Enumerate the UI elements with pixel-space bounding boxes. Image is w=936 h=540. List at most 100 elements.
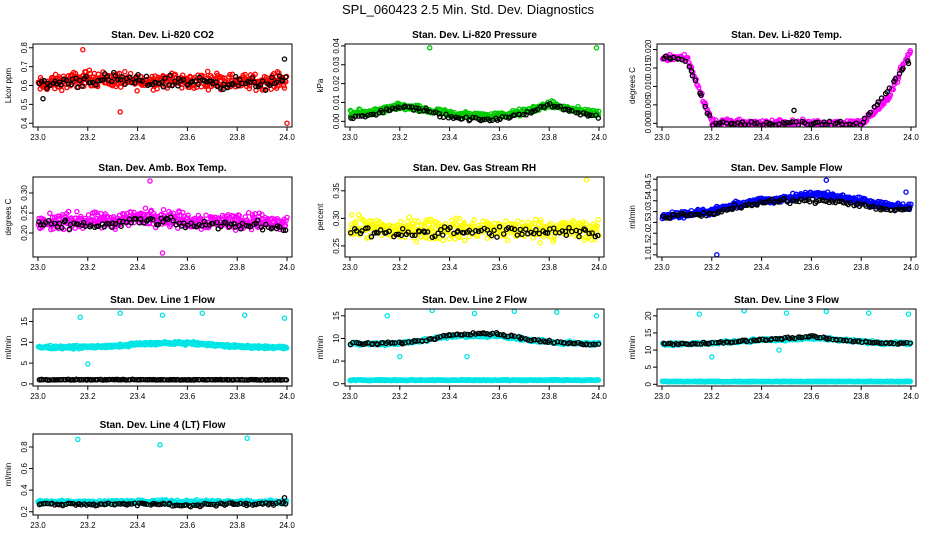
y-tick-label: 3.0: [644, 205, 653, 217]
data-point: [595, 377, 602, 383]
data-points: [35, 46, 290, 126]
data-point: [583, 341, 590, 347]
data-point: [431, 228, 437, 234]
data-point: [259, 227, 266, 233]
data-point: [459, 332, 465, 338]
data-point: [59, 225, 65, 231]
data-point: [368, 234, 375, 240]
data-point: [95, 77, 101, 84]
data-point: [137, 216, 144, 222]
x-tick-label: 23.6: [492, 392, 508, 401]
data-point: [745, 122, 751, 127]
x-tick-label: 24.0: [591, 133, 607, 142]
data-point: [544, 230, 551, 236]
plot-frame: [656, 176, 917, 258]
data-point: [283, 345, 290, 351]
data-point-outlier: [593, 45, 600, 51]
data-point: [262, 87, 269, 93]
data-point: [537, 338, 544, 345]
x-tick-label: 24.0: [279, 133, 295, 142]
data-point: [595, 115, 602, 121]
data-point: [781, 195, 788, 202]
data-point: [142, 205, 149, 211]
data-point: [62, 377, 69, 383]
data-point: [559, 228, 566, 234]
data-point: [45, 217, 52, 224]
data-point: [134, 88, 140, 94]
data-point: [185, 212, 191, 219]
data-point-outlier: [511, 309, 518, 315]
data-point: [188, 220, 194, 226]
x-tick-label: 23.6: [804, 263, 820, 272]
data-point: [135, 71, 141, 78]
data-point: [160, 206, 167, 213]
data-point-outlier: [281, 315, 288, 321]
data-point: [847, 200, 854, 206]
data-point: [738, 205, 745, 211]
data-point-outlier: [147, 178, 153, 184]
data-point: [252, 71, 258, 78]
x-tick-label: 23.8: [853, 263, 869, 272]
data-point: [429, 234, 436, 241]
y-tick-label: 10: [20, 337, 29, 346]
data-point: [363, 225, 369, 231]
x-tick-label: 24.0: [591, 392, 607, 401]
data-point: [505, 225, 512, 231]
data-point: [583, 221, 589, 227]
data-point: [828, 122, 834, 127]
data-point: [717, 120, 723, 126]
data-point: [56, 215, 63, 222]
data-point: [123, 377, 130, 383]
data-point: [132, 215, 139, 222]
data-point-outlier: [464, 353, 470, 360]
data-point: [229, 71, 236, 77]
data-point: [62, 217, 69, 223]
data-point: [595, 112, 602, 118]
data-points: [347, 45, 602, 124]
data-point: [892, 76, 899, 82]
data-point: [481, 116, 488, 123]
x-tick-label: 24.0: [903, 263, 919, 272]
data-point-outlier: [426, 45, 433, 51]
data-point: [283, 74, 289, 80]
y-tick-label: 0.20: [20, 225, 29, 241]
y-axis-label: kPa: [316, 78, 325, 92]
data-point: [592, 341, 598, 348]
x-tick-label: 23.4: [442, 133, 458, 142]
y-tick-label: 3.5: [644, 195, 653, 207]
data-point: [386, 228, 392, 234]
data-point: [246, 85, 253, 92]
plot-title: Stan. Dev. Li-820 Temp.: [731, 30, 842, 41]
data-point: [588, 236, 594, 243]
plot-frame: [32, 176, 293, 258]
data-point: [595, 232, 601, 239]
plot-frame: [344, 176, 605, 258]
data-point: [348, 115, 354, 121]
data-point: [754, 202, 760, 208]
data-point: [465, 331, 471, 338]
data-point: [470, 114, 476, 121]
x-tick-label: 23.0: [342, 263, 358, 272]
data-point: [93, 81, 99, 88]
data-point: [362, 340, 369, 347]
data-point: [254, 217, 261, 224]
data-point: [887, 92, 894, 98]
data-point: [823, 198, 829, 205]
data-point: [716, 208, 722, 215]
data-point: [406, 104, 413, 110]
data-point: [196, 74, 203, 81]
x-tick-label: 23.6: [180, 263, 196, 272]
data-point: [447, 332, 453, 339]
data-point: [456, 215, 463, 222]
data-point: [731, 121, 738, 127]
data-point: [450, 115, 457, 122]
data-point: [365, 225, 371, 231]
data-point: [223, 220, 229, 226]
x-tick-label: 23.2: [704, 133, 720, 142]
data-point: [127, 377, 133, 383]
data-point: [204, 68, 211, 75]
x-tick-label: 23.4: [130, 263, 146, 272]
data-point: [128, 79, 135, 86]
